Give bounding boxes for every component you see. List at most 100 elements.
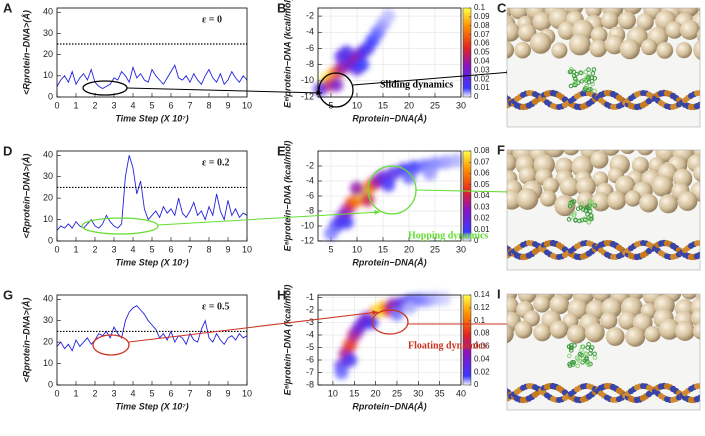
protein-bead: [584, 356, 589, 362]
sphere: [658, 318, 680, 340]
dna-bead: [696, 101, 700, 109]
protein-bead: [568, 69, 574, 74]
density-point: [389, 306, 404, 321]
plot-frame: [56, 150, 248, 242]
y-tick-label: -2: [306, 160, 314, 170]
sphere: [551, 42, 568, 59]
y-axis-label: <Rprotein−DNA>(Å): [21, 298, 31, 383]
protein-bead: [583, 76, 589, 81]
colorbar-tick-label: 0.06: [474, 342, 490, 351]
x-axis-label: Rprotein−DNA(Å): [352, 113, 426, 123]
protein-bead: [567, 203, 573, 209]
colorbar-tick-label: 0: [474, 380, 479, 389]
sphere: [540, 190, 557, 207]
y-tick-label: -7: [306, 367, 314, 377]
plot-frame: [56, 7, 248, 98]
colorbar-tick-label: 0.07: [474, 157, 490, 166]
protein-bead: [592, 75, 598, 81]
annotation: ε = 0.5: [202, 301, 229, 312]
x-tick-label: 15: [378, 100, 388, 110]
x-tick-label: 5: [149, 388, 154, 398]
dna-bead: [499, 92, 505, 98]
density-point: [381, 9, 396, 24]
x-tick-label: 9: [225, 388, 230, 398]
x-tick-label: 2: [92, 100, 97, 110]
density-point: [381, 177, 396, 192]
sphere: [514, 320, 533, 339]
y-tick-label: -5: [306, 342, 314, 352]
colorbar-tick-label: 0.08: [474, 146, 490, 155]
protein-bead: [573, 218, 578, 223]
colorbar-tick-label: 0.04: [474, 57, 490, 66]
y-tick-label: -12: [301, 235, 314, 245]
arrow-head: [316, 90, 322, 96]
protein-bead: [567, 361, 572, 367]
x-tick-label: 0: [54, 100, 59, 110]
x-tick-label: 8: [206, 100, 211, 110]
y-tick-label: 40: [43, 7, 53, 17]
protein-bead: [568, 66, 574, 72]
y-tick-label: -3: [306, 317, 314, 327]
series-line: [56, 155, 248, 231]
x-tick-label: 40: [456, 388, 466, 398]
sphere: [590, 26, 608, 44]
protein-bead: [569, 345, 574, 351]
sphere: [637, 150, 654, 156]
protein-bead: [566, 217, 572, 222]
y-tick-label: -4: [306, 175, 314, 185]
colorbar: [462, 294, 472, 386]
y-tick-label: -6: [306, 190, 314, 200]
plot-frame: [56, 294, 248, 386]
x-tick-label: 9: [225, 244, 230, 254]
x-tick-label: 6: [168, 388, 173, 398]
y-tick-label: 30: [43, 315, 53, 325]
sphere: [557, 21, 577, 40]
annotation: Hopping dynamics: [408, 230, 488, 241]
protein-bead: [589, 202, 594, 207]
density-point: [364, 315, 379, 330]
sphere: [641, 38, 658, 56]
sphere: [533, 323, 552, 342]
protein-bead: [574, 71, 579, 77]
colorbar-tick-label: 0.1: [474, 3, 486, 12]
sphere: [589, 39, 607, 58]
protein-bead: [588, 86, 593, 92]
x-tick-label: 25: [392, 388, 402, 398]
protein-bead: [585, 361, 591, 366]
x-tick-label: 30: [456, 244, 466, 254]
density-point: [402, 300, 417, 315]
x-tick-label: 0: [54, 388, 59, 398]
protein-bead: [587, 198, 593, 204]
density-point: [448, 153, 463, 168]
sphere: [697, 8, 700, 12]
density-point: [360, 192, 375, 207]
protein-bead: [584, 351, 589, 357]
sphere: [514, 41, 531, 59]
protein-bead: [583, 69, 589, 75]
dna-bead: [700, 241, 705, 247]
dna-bead: [699, 251, 700, 255]
x-tick-label: 4: [130, 100, 135, 110]
protein-bead: [571, 199, 577, 204]
colorbar-tick-label: 0.02: [474, 214, 490, 223]
protein-bead: [575, 357, 581, 362]
x-tick-label: 3: [111, 244, 116, 254]
protein-bead: [588, 347, 594, 353]
annotation: ε = 0: [202, 14, 222, 25]
protein-bead: [568, 83, 574, 89]
colorbar-tick-label: 0.07: [474, 30, 490, 39]
y-tick-label: 40: [43, 150, 53, 160]
x-axis-label: Rprotein−DNA(Å): [352, 257, 426, 267]
x-tick-label: 5: [328, 100, 333, 110]
density-point: [324, 226, 338, 241]
protein-bead: [580, 344, 585, 349]
density-point: [339, 215, 354, 230]
dna-bead: [699, 394, 700, 398]
sphere: [507, 41, 515, 59]
protein-bead: [578, 70, 583, 75]
highlight-ellipse: [92, 334, 130, 356]
density-point: [422, 166, 437, 181]
dna-bead: [697, 90, 700, 97]
y-tick-label: 10: [43, 214, 53, 224]
density-point: [329, 77, 344, 92]
